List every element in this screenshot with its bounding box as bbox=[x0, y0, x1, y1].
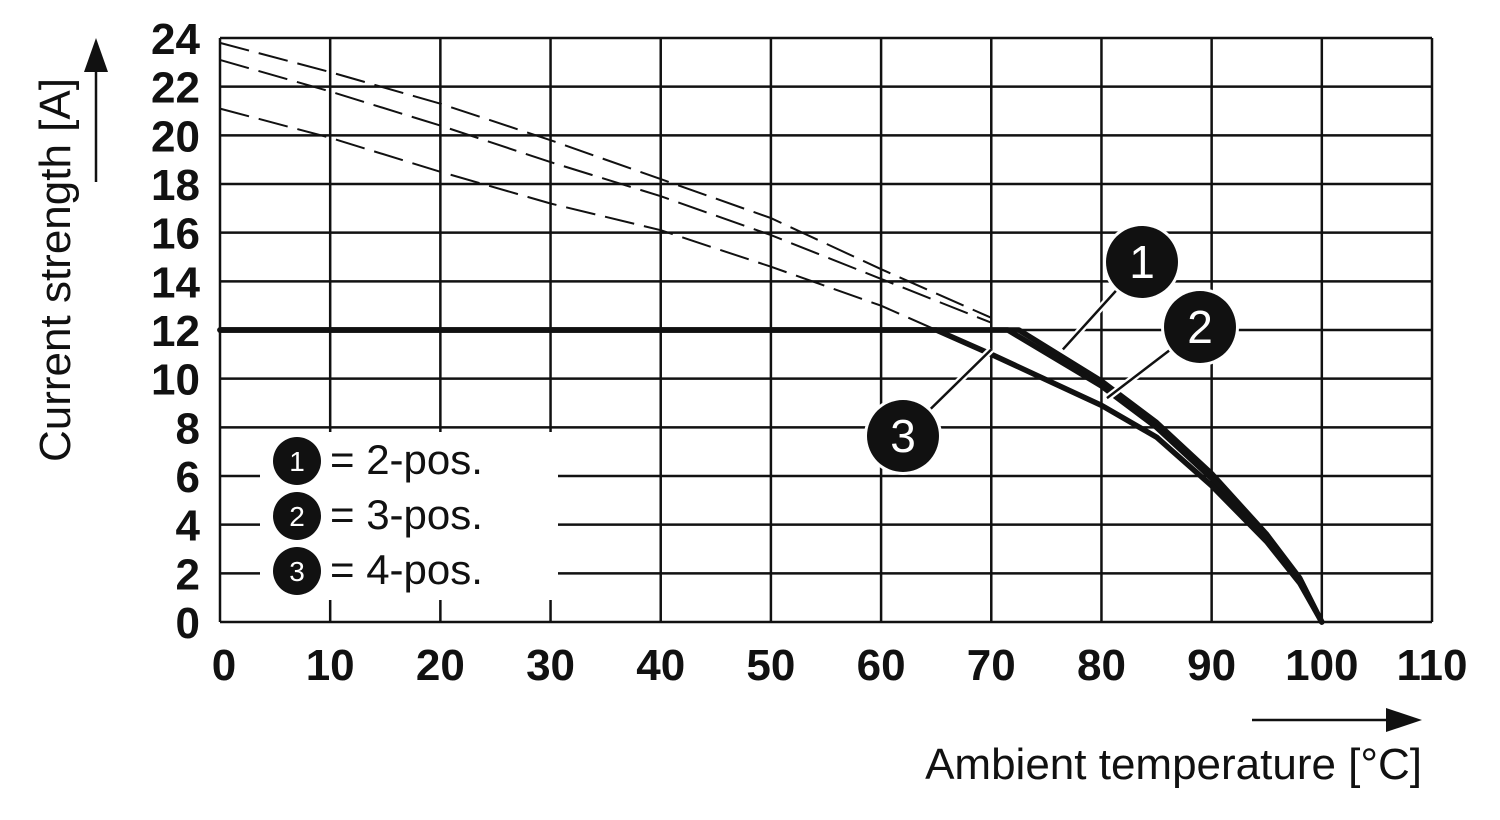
series-layer bbox=[217, 41, 1325, 625]
legend-marker-2-label: 2 bbox=[289, 501, 305, 532]
y-axis-arrow-icon bbox=[84, 38, 108, 182]
legend-item-3-pos: 2 = 3-pos. bbox=[273, 491, 483, 540]
y-tick-label: 6 bbox=[176, 453, 200, 502]
x-tick-label: 100 bbox=[1285, 641, 1358, 690]
y-tick-label: 2 bbox=[176, 550, 200, 599]
legend-label-3-pos: = 3-pos. bbox=[330, 491, 483, 538]
y-tick-label: 14 bbox=[151, 258, 200, 307]
x-tick-label: 60 bbox=[857, 641, 906, 690]
x-axis-title: Ambient temperature [°C] bbox=[925, 740, 1422, 789]
callout-marker-1-icon bbox=[1106, 226, 1178, 298]
callout-layer: 12 3 bbox=[864, 223, 1239, 475]
x-tick-label: 70 bbox=[967, 641, 1016, 690]
legend-label-2-pos: = 2-pos. bbox=[330, 436, 483, 483]
callout-number: 2 bbox=[1187, 301, 1213, 353]
x-tick-label: 50 bbox=[746, 641, 795, 690]
callout-2: 2 bbox=[1104, 288, 1239, 401]
legend-marker-1-icon bbox=[273, 437, 321, 485]
x-tick-label: 30 bbox=[526, 641, 575, 690]
callout-marker-3-icon bbox=[867, 400, 939, 472]
y-tick-label: 12 bbox=[151, 307, 200, 356]
legend-marker-3-icon bbox=[273, 547, 321, 595]
y-tick-label: 22 bbox=[151, 64, 200, 113]
grid bbox=[218, 36, 1434, 624]
x-tick-label: 20 bbox=[416, 641, 465, 690]
tick-labels: 0 10 20 30 40 50 60 70 80 90 100 110024681012141618… bbox=[151, 15, 1467, 690]
series-3-dashed-line bbox=[219, 107, 937, 331]
series-2-dashed-line bbox=[219, 58, 992, 324]
callout-3: 3 bbox=[864, 346, 994, 475]
x-tick-label: 10 bbox=[306, 641, 355, 690]
x-tick-label: 0 bbox=[212, 641, 236, 690]
callout-number: 1 bbox=[1129, 236, 1155, 288]
legend-item-4-pos: 3 = 4-pos. bbox=[273, 546, 483, 595]
legend-marker-3-label: 3 bbox=[289, 556, 305, 587]
x-tick-label: 110 bbox=[1397, 641, 1468, 690]
y-tick-label: 20 bbox=[151, 112, 200, 161]
x-axis-arrow-icon bbox=[1252, 708, 1422, 732]
callout-number: 3 bbox=[890, 410, 916, 462]
legend-marker-2-icon bbox=[273, 492, 321, 540]
y-tick-label: 8 bbox=[176, 404, 200, 453]
x-tick-label: 90 bbox=[1187, 641, 1236, 690]
y-tick-label: 18 bbox=[151, 161, 200, 210]
series-3-line bbox=[217, 327, 1325, 625]
callout-marker-2-icon bbox=[1164, 291, 1236, 363]
y-tick-label: 10 bbox=[151, 356, 200, 405]
x-tick-label: 40 bbox=[636, 641, 685, 690]
legend-item-2-pos: 1 = 2-pos. bbox=[273, 436, 483, 485]
y-tick-label: 16 bbox=[151, 210, 200, 259]
x-tick-label: 80 bbox=[1077, 641, 1126, 690]
legend-label-4-pos: = 4-pos. bbox=[330, 546, 483, 593]
callout-1: 1 bbox=[1060, 223, 1181, 352]
legend: 1 = 2-pos. 2 = 3-pos. 3 = 4-pos. bbox=[260, 432, 558, 600]
series-1-dashed-line bbox=[219, 41, 992, 319]
y-tick-label: 4 bbox=[176, 502, 201, 551]
y-axis-title: Current strength [A] bbox=[31, 78, 80, 462]
legend-marker-1-label: 1 bbox=[289, 446, 305, 477]
y-tick-label: 24 bbox=[151, 15, 200, 64]
y-tick-label: 0 bbox=[176, 599, 200, 648]
